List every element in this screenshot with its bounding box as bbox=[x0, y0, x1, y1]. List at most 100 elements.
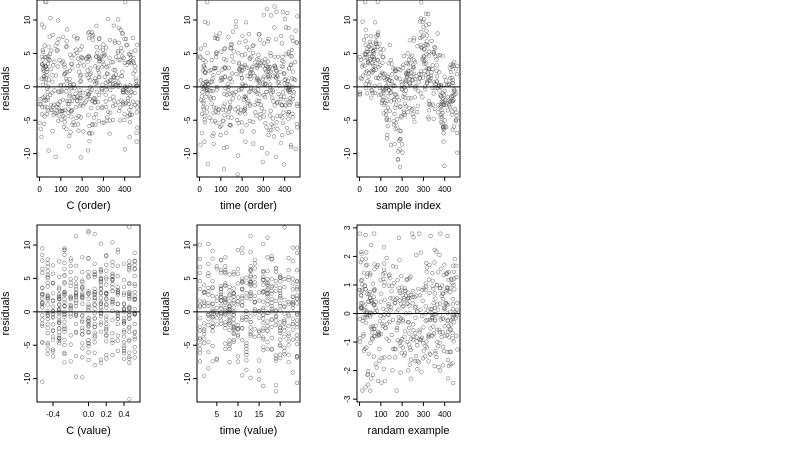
data-point bbox=[367, 57, 373, 62]
data-point bbox=[214, 305, 219, 311]
data-point bbox=[223, 322, 228, 327]
data-point bbox=[131, 71, 136, 76]
data-point bbox=[104, 291, 109, 297]
data-point bbox=[70, 122, 75, 127]
data-point bbox=[273, 389, 279, 394]
data-point bbox=[197, 342, 203, 347]
data-point bbox=[231, 270, 236, 275]
data-point bbox=[242, 105, 248, 110]
data-point bbox=[219, 257, 224, 262]
data-point bbox=[400, 317, 406, 322]
data-point bbox=[57, 307, 62, 312]
data-point bbox=[447, 335, 452, 340]
data-point bbox=[411, 38, 416, 43]
data-point bbox=[433, 348, 438, 354]
data-point bbox=[445, 376, 451, 381]
data-point bbox=[62, 289, 67, 295]
data-point bbox=[269, 254, 274, 259]
data-point bbox=[126, 51, 131, 57]
data-point bbox=[248, 281, 253, 286]
data-point bbox=[431, 116, 436, 121]
data-point bbox=[270, 116, 276, 121]
data-point bbox=[198, 142, 203, 147]
data-point bbox=[374, 75, 379, 80]
scatter-points bbox=[357, 0, 460, 169]
data-point bbox=[231, 272, 236, 277]
data-point bbox=[132, 337, 137, 342]
data-point bbox=[261, 41, 266, 46]
data-point bbox=[423, 58, 428, 63]
data-point bbox=[198, 55, 203, 60]
data-point bbox=[426, 332, 431, 337]
data-point bbox=[399, 273, 404, 279]
data-point bbox=[371, 63, 376, 68]
data-point bbox=[248, 250, 253, 255]
data-point bbox=[381, 94, 386, 99]
data-point bbox=[417, 329, 422, 334]
data-point bbox=[400, 142, 405, 147]
data-point bbox=[62, 120, 67, 125]
data-point bbox=[222, 101, 227, 106]
data-point bbox=[276, 54, 281, 59]
data-point bbox=[75, 99, 80, 104]
data-point bbox=[433, 45, 438, 51]
data-point bbox=[121, 328, 127, 333]
data-point bbox=[426, 49, 431, 54]
x-tick-label: 0 bbox=[197, 185, 202, 194]
data-point bbox=[401, 298, 407, 303]
data-point bbox=[392, 98, 397, 103]
data-point bbox=[240, 33, 245, 38]
data-point bbox=[121, 346, 127, 351]
data-point bbox=[442, 307, 447, 312]
data-point bbox=[366, 351, 371, 356]
data-point bbox=[67, 92, 73, 97]
data-point bbox=[127, 337, 132, 342]
data-point bbox=[257, 368, 262, 373]
data-point bbox=[402, 351, 408, 356]
data-point bbox=[224, 145, 229, 150]
data-point bbox=[64, 126, 69, 131]
data-point bbox=[252, 293, 257, 299]
data-point bbox=[245, 100, 250, 106]
data-point bbox=[219, 267, 224, 273]
data-point bbox=[240, 315, 245, 320]
data-point bbox=[86, 296, 91, 301]
data-point bbox=[451, 97, 456, 103]
data-point bbox=[261, 289, 266, 294]
data-point bbox=[412, 58, 417, 63]
data-point bbox=[280, 58, 285, 63]
data-point bbox=[80, 90, 86, 95]
data-point bbox=[92, 64, 98, 69]
data-point bbox=[407, 69, 412, 74]
data-point bbox=[68, 256, 73, 261]
data-point bbox=[57, 314, 62, 319]
data-point bbox=[202, 373, 207, 378]
data-point bbox=[73, 295, 79, 300]
data-point bbox=[62, 337, 67, 342]
data-point bbox=[261, 337, 266, 342]
data-point bbox=[445, 233, 450, 239]
data-point bbox=[117, 118, 123, 123]
data-point bbox=[436, 83, 441, 89]
data-point bbox=[68, 283, 73, 288]
data-point bbox=[437, 301, 443, 306]
data-point bbox=[210, 320, 215, 325]
data-point bbox=[210, 285, 215, 290]
data-point bbox=[240, 279, 245, 284]
data-point bbox=[222, 46, 227, 51]
data-point bbox=[72, 85, 77, 91]
data-point bbox=[410, 111, 415, 117]
data-point bbox=[271, 99, 276, 104]
data-point bbox=[62, 280, 67, 285]
data-point bbox=[135, 125, 140, 130]
data-point bbox=[231, 317, 236, 322]
data-point bbox=[235, 354, 240, 359]
data-point bbox=[111, 98, 117, 103]
data-point bbox=[426, 108, 432, 113]
data-point bbox=[224, 58, 229, 63]
data-point bbox=[388, 85, 393, 91]
data-point bbox=[276, 91, 281, 97]
data-point bbox=[450, 127, 455, 132]
x-tick-label: 0 bbox=[357, 410, 362, 419]
data-point bbox=[86, 318, 91, 323]
